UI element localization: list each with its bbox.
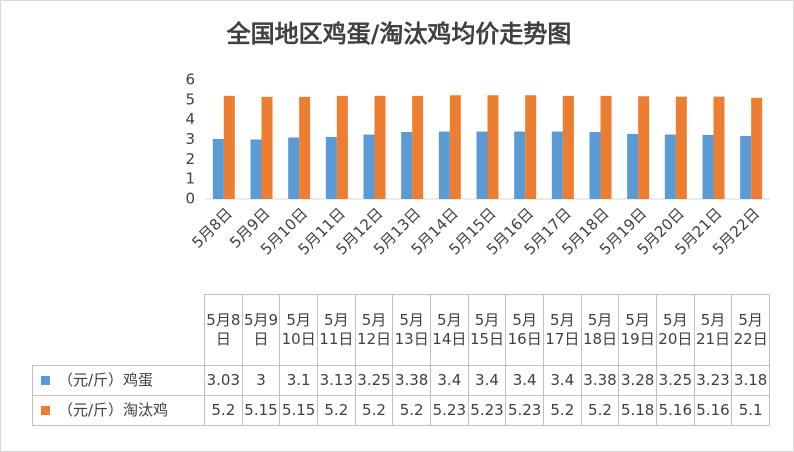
- bar: [336, 95, 348, 199]
- bar: [600, 95, 612, 199]
- bar: [363, 134, 375, 199]
- table-header: 5月9日: [241, 294, 281, 366]
- bar: [713, 96, 725, 199]
- bar: [638, 96, 650, 199]
- bar: [325, 136, 337, 199]
- bar: [551, 131, 563, 199]
- table-value: 3.28: [618, 365, 657, 396]
- table-header: 5月10日: [279, 294, 318, 366]
- bar: [438, 131, 450, 199]
- bar: [525, 95, 537, 199]
- y-tick-label: 4: [185, 110, 195, 128]
- table-value: 5.2: [543, 395, 582, 426]
- bar: [261, 96, 273, 199]
- bar: [449, 95, 461, 199]
- table-value: 3.25: [354, 365, 394, 396]
- legend-swatch: [41, 376, 50, 385]
- y-tick-label: 5: [185, 90, 195, 108]
- table-header: 5月18日: [580, 294, 620, 366]
- bar: [562, 95, 574, 199]
- bar: [740, 135, 752, 199]
- legend-entry: （元/斤）鸡蛋: [32, 365, 205, 396]
- chart-title: 全国地区鸡蛋/淘汰鸡均价走势图: [226, 20, 572, 48]
- bar: [627, 133, 639, 199]
- table-header: 5月15日: [467, 294, 507, 366]
- table-header: 5月22日: [731, 294, 770, 366]
- bar: [589, 131, 601, 199]
- table-value: 5.18: [618, 395, 657, 426]
- table-value: 3: [241, 365, 281, 396]
- table-value: 3.4: [505, 365, 544, 396]
- table-value: 5.2: [580, 395, 620, 426]
- table-value: 5.16: [656, 395, 695, 426]
- table-header: 5月13日: [392, 294, 431, 366]
- table-value: 5.2: [317, 395, 356, 426]
- table-value: 3.4: [543, 365, 582, 396]
- table-value: 3.25: [656, 365, 695, 396]
- table-header: 5月12日: [354, 294, 394, 366]
- table-value: 3.23: [693, 365, 733, 396]
- table-value: 5.15: [279, 395, 318, 426]
- bar: [212, 138, 224, 199]
- table-value: 3.4: [430, 365, 469, 396]
- table-value: 5.2: [392, 395, 431, 426]
- table-header: 5月8日: [204, 294, 243, 366]
- table-value: 5.23: [430, 395, 469, 426]
- table-header: 5月16日: [505, 294, 544, 366]
- legend-entry: （元/斤）淘汰鸡: [32, 395, 205, 426]
- table-header: 5月14日: [430, 294, 469, 366]
- table-value: 3.1: [279, 365, 318, 396]
- bar: [675, 96, 687, 199]
- table-value: 3.13: [317, 365, 356, 396]
- legend-label: （元/斤）淘汰鸡: [58, 401, 169, 419]
- bar: [374, 95, 386, 199]
- table-header: 5月17日: [543, 294, 582, 366]
- table-value: 3.03: [204, 365, 243, 396]
- table-value: 5.16: [693, 395, 733, 426]
- table-value: 5.23: [505, 395, 544, 426]
- table-value: 3.4: [467, 365, 507, 396]
- table-value: 3.38: [392, 365, 431, 396]
- legend-swatch: [41, 406, 50, 415]
- bar: [412, 95, 424, 199]
- y-tick-label: 3: [185, 130, 195, 148]
- y-tick-label: 2: [185, 150, 195, 168]
- table-header: 5月21日: [693, 294, 733, 366]
- bar: [223, 95, 235, 199]
- bar: [250, 139, 262, 199]
- y-tick-label: 0: [185, 190, 195, 208]
- table-value: 3.18: [731, 365, 770, 396]
- bar: [487, 95, 499, 199]
- bar: [702, 134, 714, 199]
- bar: [299, 96, 311, 199]
- table-header: 5月20日: [656, 294, 695, 366]
- bar: [514, 131, 526, 199]
- bar: [288, 137, 300, 199]
- bar: [751, 97, 763, 199]
- table-value: 5.23: [467, 395, 507, 426]
- table-value: 5.1: [731, 395, 770, 426]
- table-value: 5.15: [241, 395, 281, 426]
- table-value: 5.2: [204, 395, 243, 426]
- bar: [664, 134, 676, 199]
- y-tick-label: 6: [185, 71, 195, 89]
- table-value: 3.38: [580, 365, 620, 396]
- bar: [476, 131, 488, 199]
- y-tick-label: 1: [185, 170, 195, 188]
- table-value: 5.2: [354, 395, 394, 426]
- legend-label: （元/斤）鸡蛋: [58, 371, 154, 389]
- bar: [401, 131, 413, 199]
- table-header: 5月11日: [317, 294, 356, 366]
- table-header: 5月19日: [618, 294, 657, 366]
